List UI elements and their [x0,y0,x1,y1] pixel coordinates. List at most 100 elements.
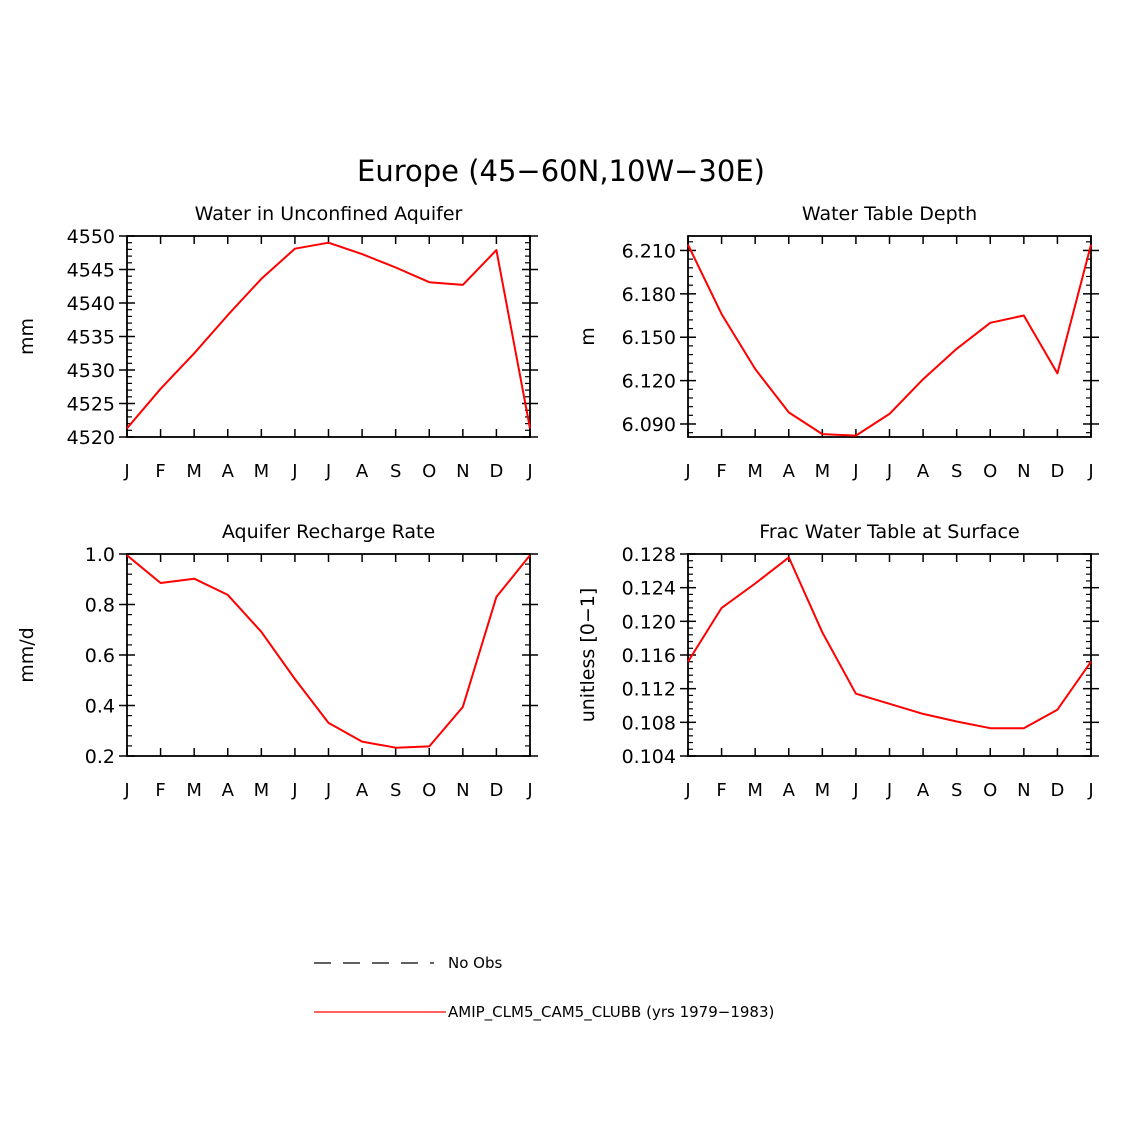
x-tick-label: A [783,780,796,801]
x-tick-label: J [886,780,892,801]
y-tick-label: 0.128 [622,544,676,566]
panel-title: Aquifer Recharge Rate [222,521,435,543]
series-line [687,556,1092,730]
x-tick-label: D [1050,461,1064,482]
x-tick-label: O [983,461,997,482]
y-tick-label: 0.124 [622,578,676,600]
x-tick-label: N [1017,461,1030,482]
y-axis-label: mm/d [16,627,38,682]
x-tick-label: J [1087,780,1093,801]
plot-frame [126,553,531,757]
x-tick-label: J [325,461,331,482]
plot-frame [687,235,1092,438]
y-axis-label: unitless [0−1] [577,588,599,723]
x-tick-label: S [390,461,401,482]
x-tick-label: J [325,780,331,801]
y-tick-label: 0.8 [85,595,115,617]
legend: No Obs AMIP_CLM5_CAM5_CLUBB (yrs 1979−19… [314,954,774,1022]
x-tick-label: F [155,461,165,482]
y-tick-label: 6.150 [622,327,676,349]
x-tick-label: N [456,461,469,482]
y-tick-label: 4535 [67,327,115,349]
panel-frac-water-table-at-surface: J F M A M J J A S O N D J0.1040.1080.1120.1160.1200.… [577,521,1099,801]
y-axis-label: m [577,327,599,346]
x-tick-label: J [526,461,532,482]
x-tick-label: J [291,461,297,482]
series-line [687,244,1092,437]
y-tick-label: 0.120 [622,611,676,633]
y-tick-label: 1.0 [85,544,115,566]
y-tick-label: 0.6 [85,645,115,667]
y-tick-label: 0.108 [622,712,676,734]
x-tick-label: M [186,461,202,482]
x-tick-label: M [747,780,763,801]
x-tick-label: M [254,780,270,801]
x-tick-label: J [1087,461,1093,482]
x-tick-label: D [489,780,503,801]
x-tick-label: A [917,780,930,801]
x-tick-label: J [123,780,129,801]
y-tick-label: 4525 [67,394,115,416]
x-tick-label: S [951,461,962,482]
y-tick-label: 0.4 [85,696,115,718]
x-tick-label: J [886,461,892,482]
x-tick-label: M [747,461,763,482]
x-tick-label: J [291,780,297,801]
x-tick-label: M [815,780,831,801]
y-tick-label: 4540 [67,293,115,315]
x-tick-label: A [222,780,235,801]
y-tick-label: 6.090 [622,414,676,436]
x-tick-label: D [1050,780,1064,801]
y-tick-label: 6.180 [622,284,676,306]
y-tick-label: 4550 [67,226,115,248]
legend-obs-label: No Obs [448,954,502,972]
x-tick-label: M [254,461,270,482]
panel-title: Water Table Depth [802,203,977,225]
x-tick-label: M [186,780,202,801]
x-tick-label: O [422,461,436,482]
y-tick-label: 4520 [67,427,115,449]
x-tick-label: S [951,780,962,801]
x-tick-label: J [852,461,858,482]
x-tick-label: A [222,461,235,482]
x-tick-label: J [526,780,532,801]
x-tick-label: J [852,780,858,801]
x-tick-label: A [356,780,369,801]
panel-title: Water in Unconfined Aquifer [195,203,463,225]
plot-frame [687,553,1092,757]
y-tick-label: 0.116 [622,645,676,667]
panel-water-in-unconfined-aquifer: J F M A M J J A S O N D J452045254530453545404545455… [16,203,538,482]
y-tick-label: 6.120 [622,371,676,393]
x-tick-label: J [684,461,690,482]
x-tick-label: F [716,780,726,801]
y-tick-label: 6.210 [622,240,676,262]
x-tick-label: F [716,461,726,482]
y-tick-label: 0.2 [85,746,115,768]
x-tick-label: J [123,461,129,482]
series-line [126,554,531,749]
y-tick-label: 4545 [67,260,115,282]
x-tick-label: J [684,780,690,801]
legend-model-label: AMIP_CLM5_CAM5_CLUBB (yrs 1979−1983) [448,1003,774,1022]
panel-water-table-depth: J F M A M J J A S O N D J6.0906.1206.1506.1806.210Wa… [577,203,1099,482]
x-tick-label: S [390,780,401,801]
series-line [126,241,531,429]
x-tick-label: O [422,780,436,801]
main-title: Europe (45−60N,10W−30E) [357,154,765,188]
panel-title: Frac Water Table at Surface [759,521,1019,543]
x-tick-label: A [783,461,796,482]
y-tick-label: 0.112 [622,679,676,701]
plot-frame [126,235,531,438]
x-tick-label: A [356,461,369,482]
y-axis-label: mm [16,318,38,355]
x-tick-label: F [155,780,165,801]
x-tick-label: N [1017,780,1030,801]
x-tick-label: A [917,461,930,482]
y-tick-label: 0.104 [622,746,676,768]
x-tick-label: N [456,780,469,801]
x-tick-label: O [983,780,997,801]
x-tick-label: D [489,461,503,482]
x-tick-label: M [815,461,831,482]
